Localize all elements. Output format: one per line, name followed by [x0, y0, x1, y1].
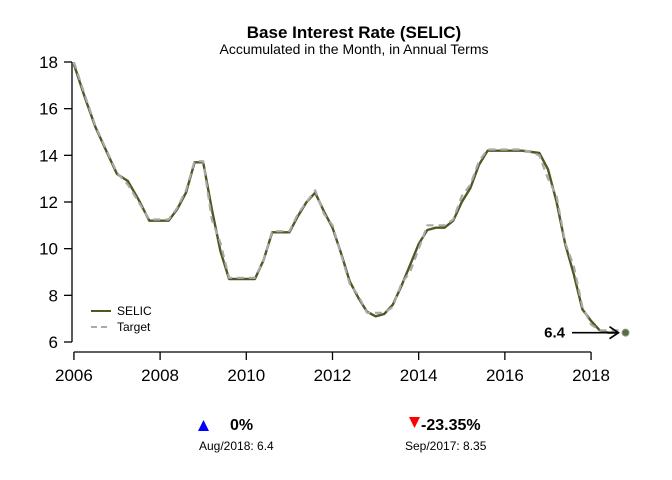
chart-subtitle: Accumulated in the Month, in Annual Term… [219, 41, 488, 57]
y-tick-label: 16 [39, 100, 58, 119]
stat-block-monthly: 0% Aug/2018: 6.4 [198, 417, 274, 453]
x-tick-label: 2008 [141, 366, 179, 385]
stat-block-yearly: -23.35% Sep/2017: 8.35 [405, 417, 487, 453]
y-tick-label: 10 [39, 240, 58, 259]
down-arrow-icon [409, 417, 420, 428]
x-tick-label: 2018 [572, 366, 610, 385]
last-point-marker [621, 328, 630, 337]
series-layer [72, 61, 624, 334]
y-axis: 6 8 10 12 14 16 18 [39, 53, 73, 352]
legend: SELIC Target [91, 304, 152, 334]
series-line-selic [72, 63, 617, 334]
x-tick-label: 2012 [314, 366, 352, 385]
stat-label-yearly: Sep/2017: 8.35 [405, 439, 487, 453]
legend-label-selic: SELIC [117, 304, 152, 318]
legend-label-target: Target [117, 320, 151, 334]
x-tick-label: 2010 [227, 366, 265, 385]
last-value-callout: 6.4 [544, 325, 620, 342]
series-line-target [72, 61, 624, 332]
chart-title: Base Interest Rate (SELIC) [247, 23, 461, 42]
x-tick-label: 2016 [486, 366, 524, 385]
x-tick-label: 2006 [55, 366, 93, 385]
x-tick-label: 2014 [400, 366, 438, 385]
callout-arrow [572, 326, 620, 340]
y-tick-label: 18 [39, 53, 58, 72]
y-tick-label: 14 [39, 146, 58, 165]
stat-value-monthly: 0% [230, 417, 253, 434]
y-tick-label: 6 [49, 333, 58, 352]
up-arrow-icon [198, 420, 209, 431]
y-tick-label: 8 [49, 286, 58, 305]
callout-label: 6.4 [544, 325, 566, 342]
x-axis: 2006 2008 2010 2012 2014 2016 2018 [55, 351, 610, 385]
y-tick-label: 12 [39, 193, 58, 212]
stat-label-monthly: Aug/2018: 6.4 [199, 439, 274, 453]
stat-value-yearly: -23.35% [421, 417, 481, 434]
